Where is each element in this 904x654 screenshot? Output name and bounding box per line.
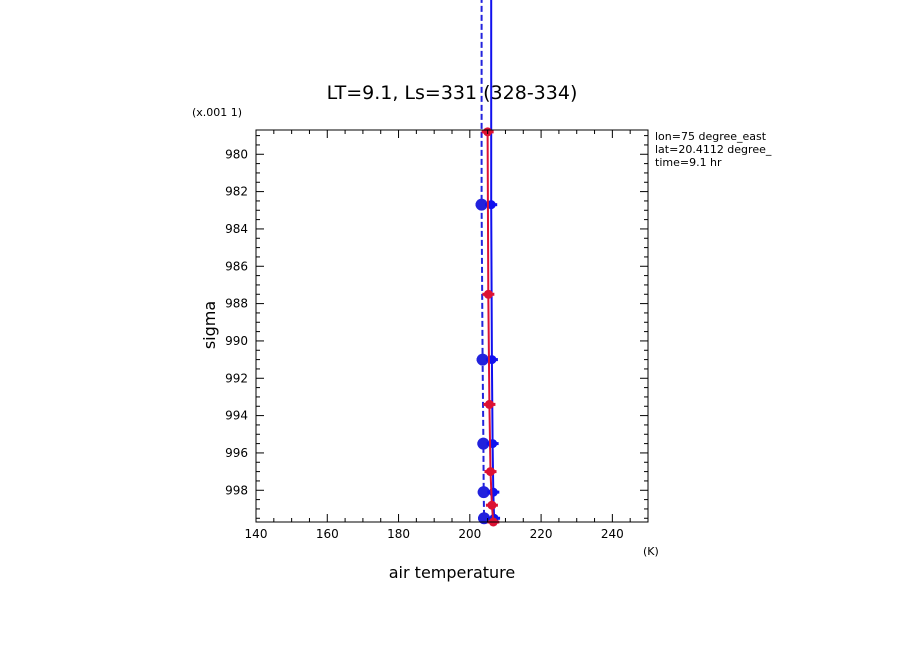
y-tick-label: 990 (225, 334, 248, 348)
axes-layer: 140 160 180 200 220 240 980 982 984 986 988 990 992 9… (225, 129, 649, 541)
info-box: lon=75 degree_east lat=20.4112 degree_ t… (655, 130, 772, 169)
chart-title: LT=9.1, Ls=331 (328-334) (327, 82, 578, 104)
y-tick-label: 996 (225, 446, 248, 460)
info-line-lat: lat=20.4112 degree_ (655, 143, 772, 156)
x-tick-label: 180 (387, 527, 410, 541)
y-tick-label: 998 (225, 483, 248, 497)
x-tick-label: 140 (245, 527, 268, 541)
y-tick-label: 984 (225, 222, 248, 236)
y-tick-label: 992 (225, 371, 248, 385)
y-tick-label: 986 (225, 259, 248, 273)
x-tick-label: 240 (601, 527, 624, 541)
y-axis-title: sigma (200, 301, 219, 349)
y-tick-label: 994 (225, 409, 248, 423)
x-tick-label: 220 (530, 527, 553, 541)
series-layer (475, 0, 501, 527)
info-line-lon: lon=75 degree_east (655, 130, 767, 143)
x-tick-label: 200 (458, 527, 481, 541)
x-axis-title: air temperature (389, 563, 515, 582)
y-tick-label: 988 (225, 297, 248, 311)
y-scale-label: (x.001 1) (192, 106, 242, 119)
x-unit-label: (K) (643, 545, 659, 558)
x-tick-label: 160 (316, 527, 339, 541)
y-tick-label: 980 (225, 147, 248, 161)
info-line-time: time=9.1 hr (655, 156, 722, 169)
y-tick-label: 982 (225, 185, 248, 199)
plot-frame (255, 129, 649, 523)
